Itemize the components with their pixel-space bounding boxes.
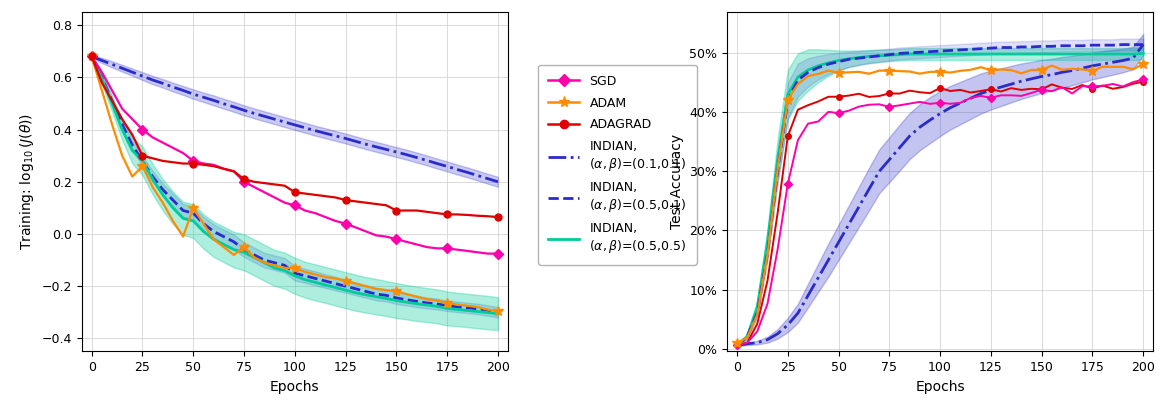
Y-axis label: Training: $\log_{10}(J(\theta))$: Training: $\log_{10}(J(\theta))$	[17, 113, 36, 250]
Y-axis label: Test Accuracy: Test Accuracy	[670, 134, 684, 229]
Legend: SGD, ADAM, ADAGRAD, INDIAN,
$(\alpha, \beta)$=(0.1,0.1), INDIAN,
$(\alpha, \beta: SGD, ADAM, ADAGRAD, INDIAN, $(\alpha, \b…	[538, 65, 697, 265]
X-axis label: Epochs: Epochs	[916, 380, 965, 394]
X-axis label: Epochs: Epochs	[270, 380, 319, 394]
